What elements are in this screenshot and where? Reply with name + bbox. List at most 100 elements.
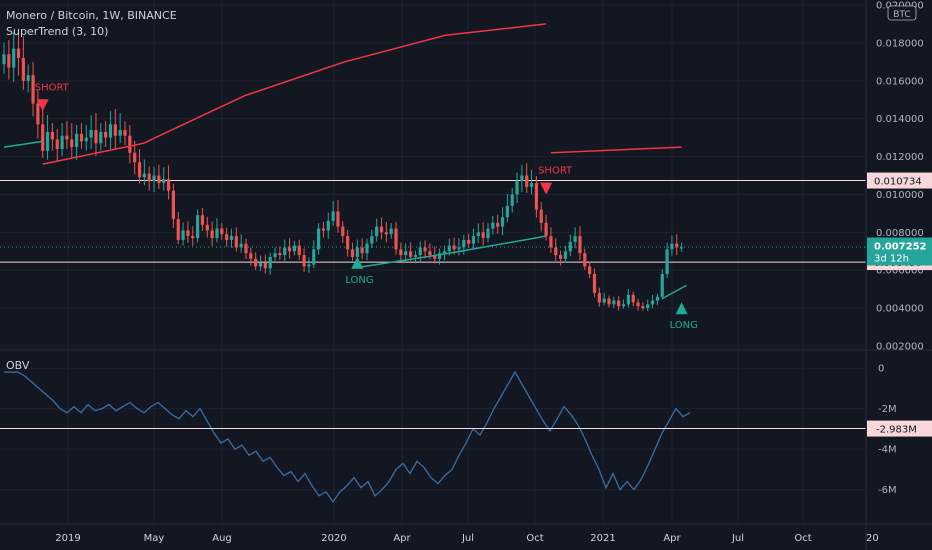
time-tick-label: 2019 [55, 533, 80, 544]
candle-body [157, 175, 161, 184]
candle-body [79, 133, 84, 142]
candle-body [539, 209, 543, 223]
candle-body [258, 262, 263, 267]
candle-body [370, 236, 374, 244]
candle-body [665, 249, 669, 275]
candle-body [462, 239, 466, 248]
candle-body [307, 264, 311, 267]
candle-body [520, 175, 524, 182]
short-signal-arrow [540, 182, 553, 195]
candle-body [254, 258, 258, 267]
candle-body [99, 131, 103, 144]
candle-body [612, 300, 616, 305]
candle-body [641, 306, 645, 309]
candle-body [471, 236, 476, 244]
candle-body [239, 243, 243, 248]
candle-body [287, 247, 292, 252]
candle-body [660, 274, 664, 297]
obv-value-label: -2.983M [876, 425, 917, 436]
candle-body [442, 251, 447, 254]
currency-badge[interactable]: BTC [887, 5, 917, 21]
currency-badge-label: BTC [893, 10, 910, 20]
supertrend-down-line [42, 23, 547, 165]
indicator-legend[interactable]: SuperTrend (3, 10) [6, 25, 108, 38]
candle-body [89, 130, 93, 138]
candle-body [365, 243, 369, 254]
candle-body [621, 304, 626, 307]
candle-body [675, 243, 679, 248]
time-tick-label: 2021 [590, 533, 615, 544]
candle-body [104, 131, 108, 138]
candle-body [515, 181, 519, 195]
candle-body [166, 179, 171, 191]
candle-body [186, 230, 190, 237]
time-tick-label: Apr [393, 533, 411, 544]
last-price-box [867, 237, 932, 266]
candle-body [60, 135, 64, 149]
candle-body [75, 133, 79, 148]
obv-tick-label: -2M [878, 404, 897, 415]
candle-body [607, 298, 611, 305]
candle-body [84, 137, 88, 142]
time-tick-label: Oct [794, 533, 811, 544]
candle-body [486, 228, 490, 239]
obv-tick-label: -4M [878, 445, 897, 456]
candle-body [341, 226, 345, 237]
candle-body [452, 245, 456, 250]
candle-body [602, 298, 606, 303]
candle-body [631, 294, 635, 303]
obv-legend[interactable]: OBV [6, 359, 30, 372]
price-tick-label: 0.008000 [876, 228, 924, 239]
candle-body [559, 255, 563, 259]
candle-body [200, 215, 205, 225]
price-tick-label: 0.002000 [876, 342, 924, 353]
candle-body [617, 300, 621, 307]
time-axis[interactable]: 2019 May Aug 2020 Apr Jul Oct 2021 Apr Jul Oct 20 [55, 533, 878, 544]
candle-body [220, 228, 224, 235]
supertrend-lines [3, 23, 687, 300]
candle-body [592, 274, 597, 293]
candle-body [278, 253, 282, 256]
candle-body [244, 243, 248, 254]
candle-body [196, 215, 200, 239]
price-tick-label: 0.004000 [876, 304, 924, 315]
candle-body [94, 130, 98, 144]
candle-body [123, 130, 127, 136]
candle-body [297, 245, 301, 256]
candle-body [31, 75, 35, 104]
supertrend-up-line [352, 235, 547, 270]
candle-body [191, 236, 195, 239]
short-signal-arrow [36, 99, 49, 112]
candle-body [36, 103, 40, 125]
obv-line [4, 370, 691, 504]
candle-body [225, 234, 229, 240]
candle-body [263, 262, 267, 269]
candle-body [573, 236, 577, 242]
candle-body [229, 236, 234, 240]
price-tick-label: 0.012000 [876, 152, 924, 163]
candle-body [597, 292, 601, 303]
long-signal-arrow [675, 302, 688, 315]
candle-body [394, 228, 398, 250]
obv-axis[interactable]: 0 -2M -4M -6M -2.983M [867, 364, 932, 497]
candle-body [496, 222, 500, 227]
candle-body [26, 75, 30, 81]
candle-body [636, 302, 640, 307]
candle-body [413, 255, 417, 257]
candle-body [670, 243, 674, 250]
candle-body [108, 124, 113, 138]
candle-body [568, 241, 572, 252]
candle-body [655, 296, 659, 301]
candle-body [481, 232, 485, 239]
candle-body [162, 179, 166, 184]
candle-body [583, 253, 587, 267]
upper-level-label: 0.010734 [874, 177, 922, 188]
supertrend-up-line [3, 140, 43, 148]
time-tick-label: May [144, 533, 165, 544]
candle-body [147, 173, 151, 182]
candle-body [626, 294, 630, 305]
candle-body [563, 251, 568, 259]
candle-body [554, 247, 558, 256]
short-signal-label: SHORT [35, 82, 70, 93]
